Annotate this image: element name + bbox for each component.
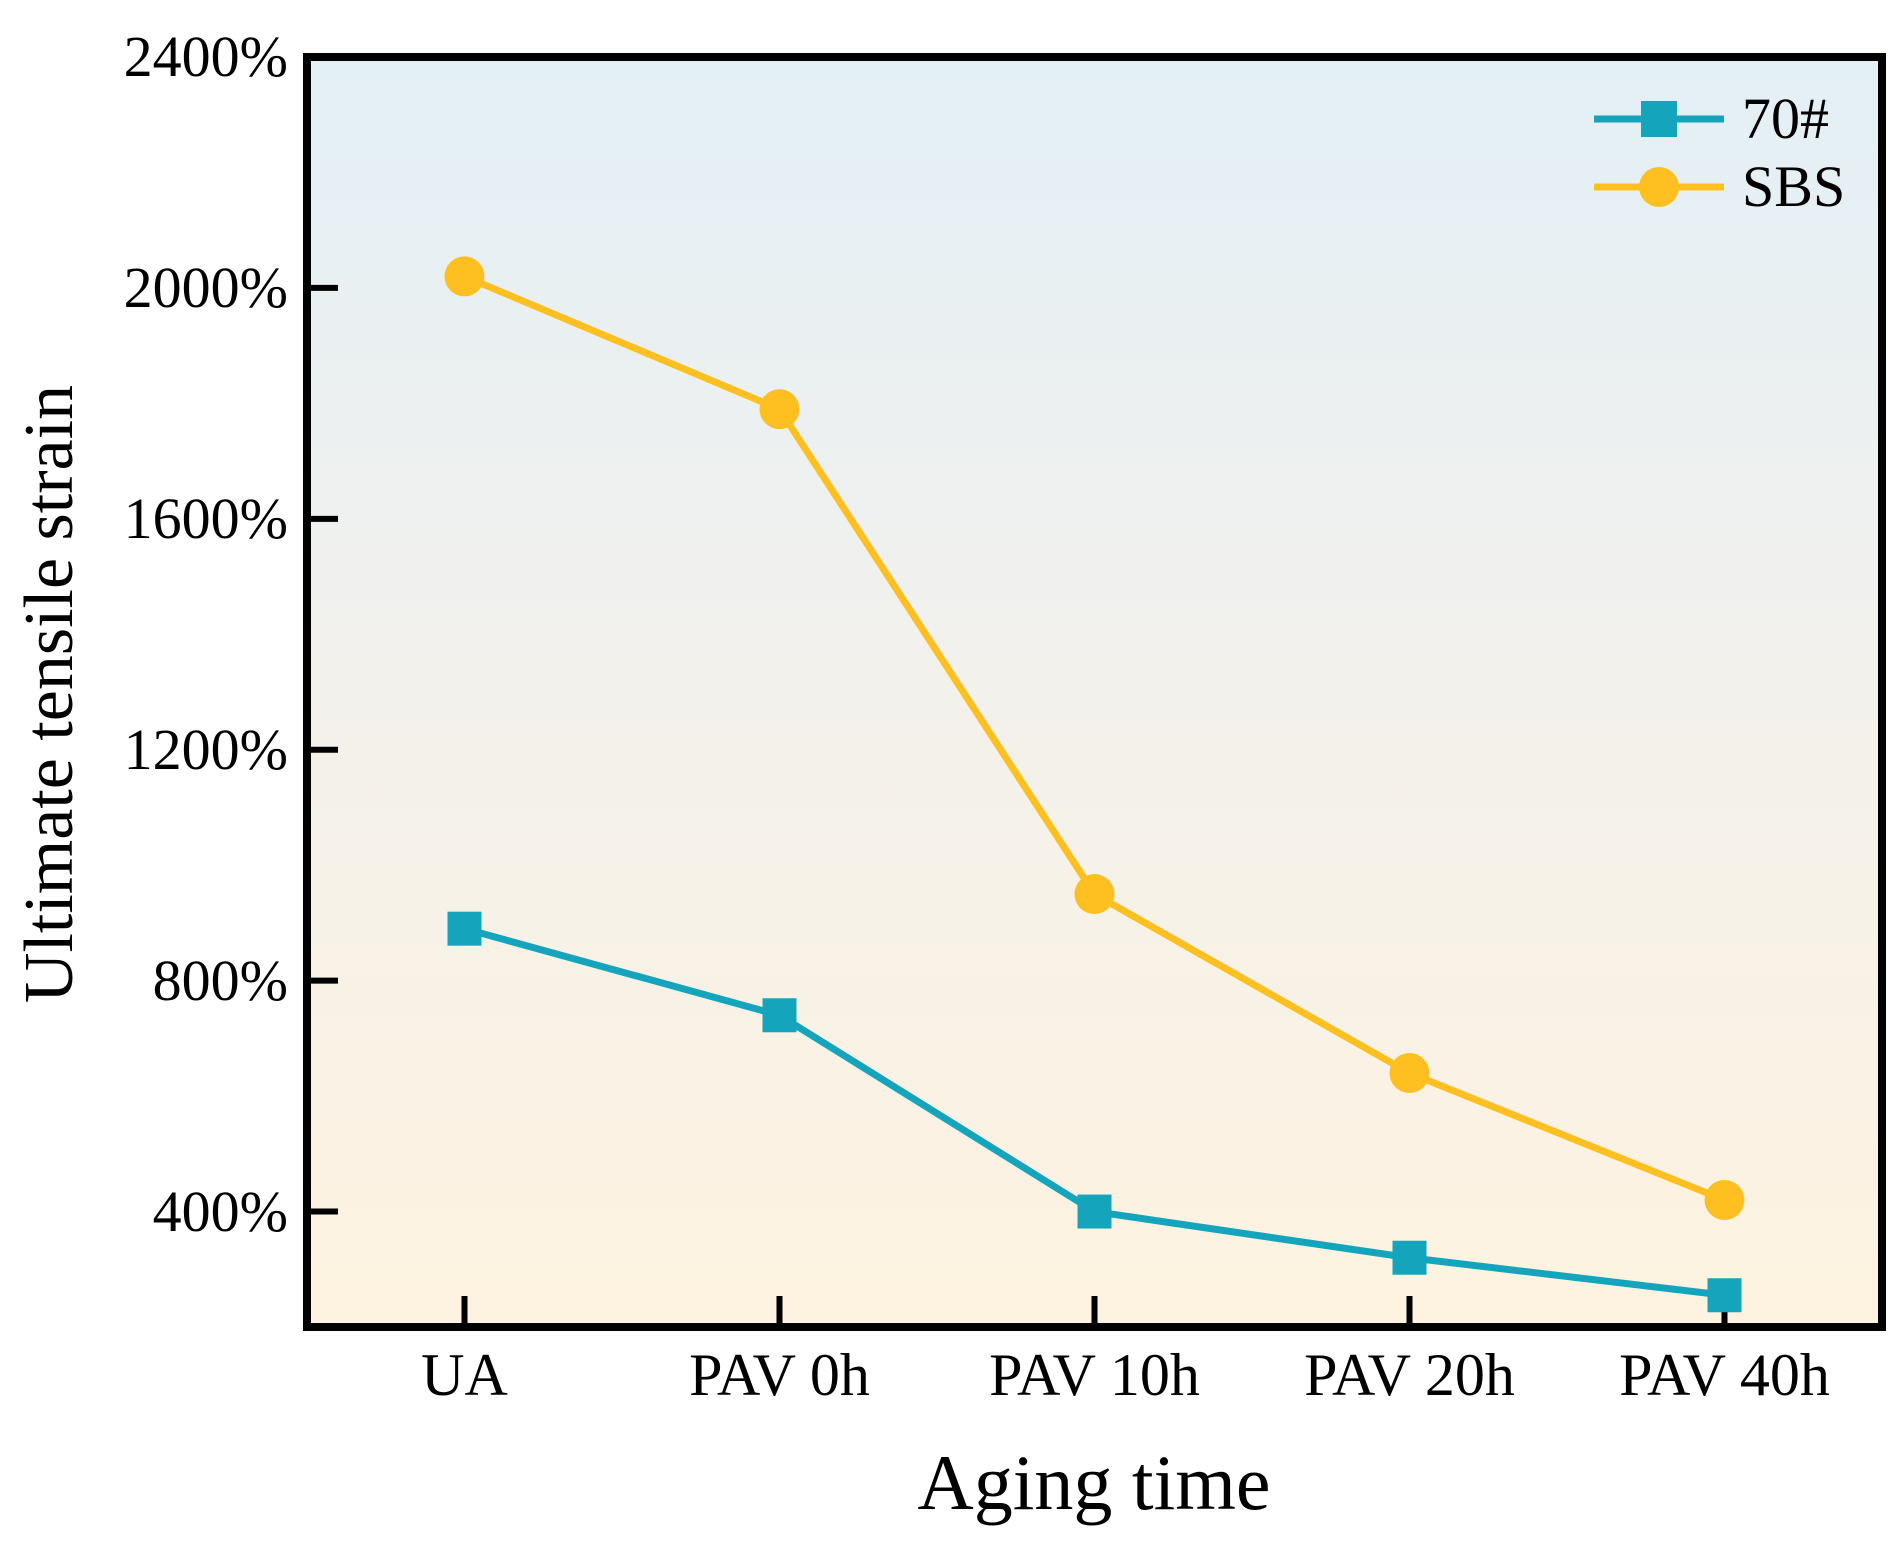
data-point-SBS [1074, 874, 1115, 915]
data-point-70# [1392, 1240, 1427, 1275]
data-point-70# [447, 911, 482, 946]
legend: 70# SBS [1592, 88, 1845, 218]
x-tick-label: PAV 0h [689, 1342, 870, 1408]
legend-marker-square-icon [1594, 101, 1724, 137]
data-point-SBS [759, 389, 800, 430]
plot-frame [303, 53, 1886, 1331]
x-axis-title: Aging time [917, 1439, 1271, 1526]
x-tick-label: PAV 10h [989, 1342, 1200, 1408]
y-axis-title: Ultimate tensile strain [11, 384, 88, 1004]
data-point-SBS [1704, 1180, 1745, 1220]
y-tick-label: 1600% [123, 485, 288, 551]
data-point-70# [1707, 1278, 1742, 1313]
data-point-70# [1077, 1194, 1112, 1229]
data-point-SBS [444, 256, 485, 297]
x-tick-label: PAV 20h [1304, 1342, 1515, 1408]
legend-marker-circle-icon [1594, 167, 1724, 207]
axis-ticks [311, 54, 1728, 1323]
y-tick-label: 2400% [123, 24, 288, 89]
data-point-70# [762, 998, 797, 1033]
y-tick-label: 400% [152, 1178, 288, 1244]
x-tick-label: PAV 40h [1619, 1342, 1830, 1408]
data-series [444, 256, 1745, 1313]
legend-item-70: 70# [1592, 88, 1845, 150]
y-tick-label: 2000% [123, 254, 288, 320]
legend-item-sbs: SBS [1592, 156, 1845, 218]
y-tick-label: 1200% [123, 716, 288, 782]
legend-label-sbs: SBS [1742, 154, 1846, 219]
y-tick-label: 800% [152, 947, 288, 1013]
x-tick-label: UA [421, 1342, 508, 1408]
data-point-SBS [1389, 1053, 1430, 1093]
legend-label-70: 70# [1742, 86, 1829, 151]
